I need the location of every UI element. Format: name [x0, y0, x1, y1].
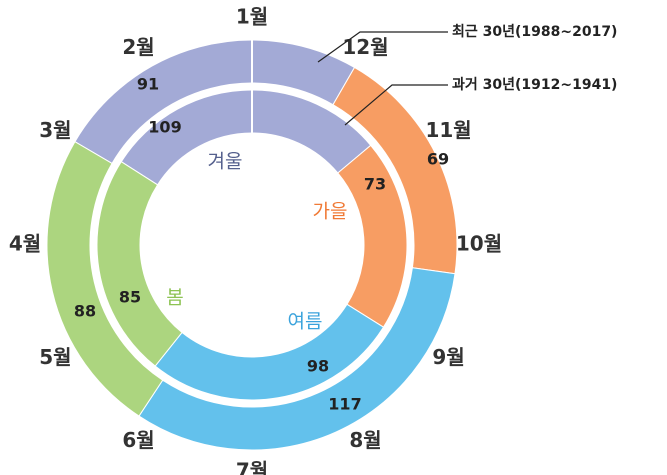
month-label: 6월 — [122, 428, 154, 452]
ring-segment — [46, 141, 164, 417]
month-label: 12월 — [342, 35, 388, 59]
legend-label: 과거 30년(1912~1941) — [452, 77, 617, 93]
legend-label: 최근 30년(1988~2017) — [452, 24, 617, 40]
value-label: 109 — [148, 118, 181, 137]
leader-line — [344, 84, 448, 126]
ring-segment — [120, 89, 372, 186]
month-label: 8월 — [349, 428, 381, 452]
season-label: 가을 — [313, 201, 348, 223]
season-label: 여름 — [288, 311, 323, 333]
value-label: 69 — [427, 150, 449, 169]
value-label: 85 — [119, 288, 141, 307]
month-label: 2월 — [122, 35, 154, 59]
month-label: 3월 — [39, 118, 71, 142]
season-label: 겨울 — [208, 151, 243, 173]
value-label: 117 — [328, 395, 361, 414]
month-label: 11월 — [425, 118, 471, 142]
season-label: 봄 — [166, 287, 183, 309]
value-label: 73 — [364, 175, 386, 194]
month-label: 7월 — [236, 459, 268, 475]
month-label: 1월 — [236, 5, 268, 29]
month-label: 9월 — [432, 345, 464, 369]
month-label: 4월 — [9, 232, 41, 256]
ring-segment — [96, 161, 183, 367]
value-label: 98 — [307, 357, 329, 376]
month-label: 5월 — [39, 345, 71, 369]
leader-line — [317, 31, 448, 63]
month-label: 10월 — [456, 232, 502, 256]
value-label: 88 — [74, 302, 96, 321]
value-label: 91 — [137, 75, 159, 94]
